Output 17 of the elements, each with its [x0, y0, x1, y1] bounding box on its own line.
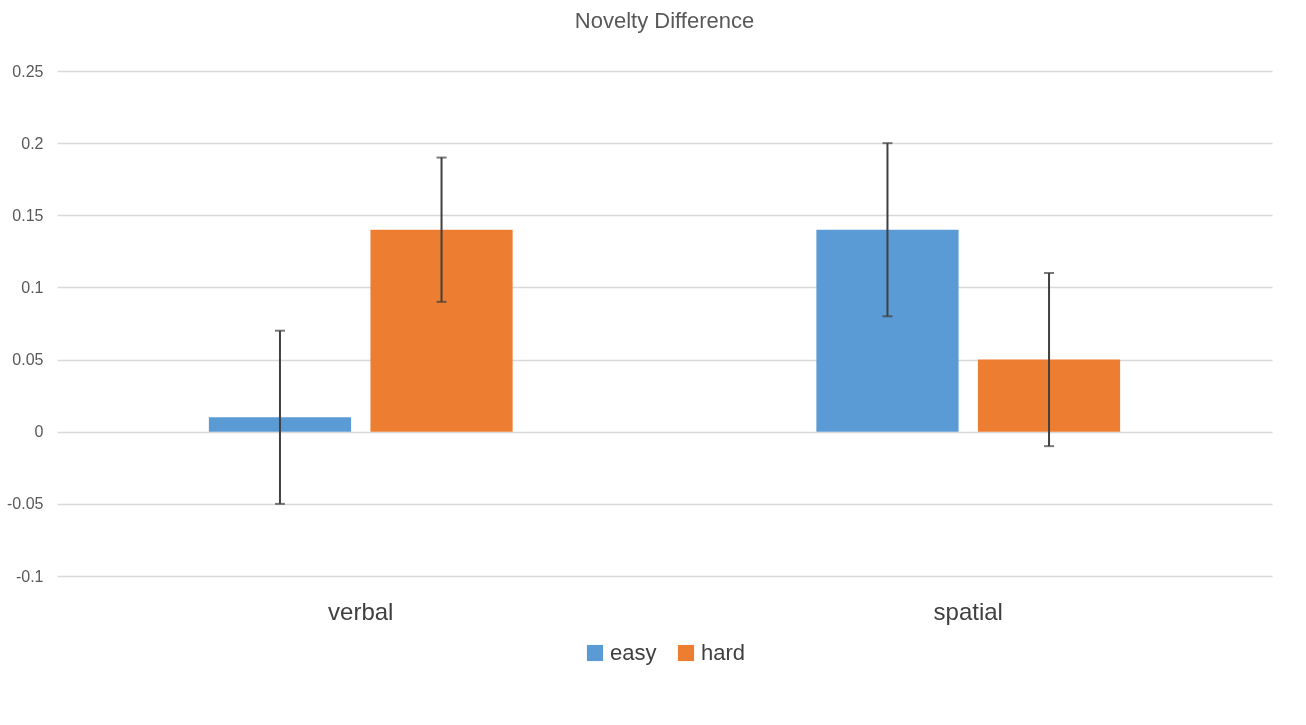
bar	[370, 229, 513, 432]
y-tick-label: 0.05	[12, 351, 44, 369]
y-tick-label: -0.1	[15, 567, 44, 585]
y-tick-label: 0.2	[21, 134, 44, 152]
legend-label: hard	[701, 640, 746, 665]
bar	[208, 417, 352, 432]
legend-label: easy	[610, 640, 657, 665]
y-tick-label: 0.15	[12, 206, 44, 224]
bar	[816, 229, 959, 432]
y-tick-label: 0.25	[12, 62, 44, 80]
x-tick-label: spatial	[933, 597, 1003, 625]
y-tick-label: 0.1	[21, 278, 44, 296]
chart-title: Novelty Difference	[574, 8, 755, 33]
y-tick-label: 0	[34, 423, 44, 441]
x-tick-label: verbal	[328, 597, 394, 625]
bar	[977, 359, 1121, 432]
y-tick-label: -0.05	[7, 495, 44, 513]
